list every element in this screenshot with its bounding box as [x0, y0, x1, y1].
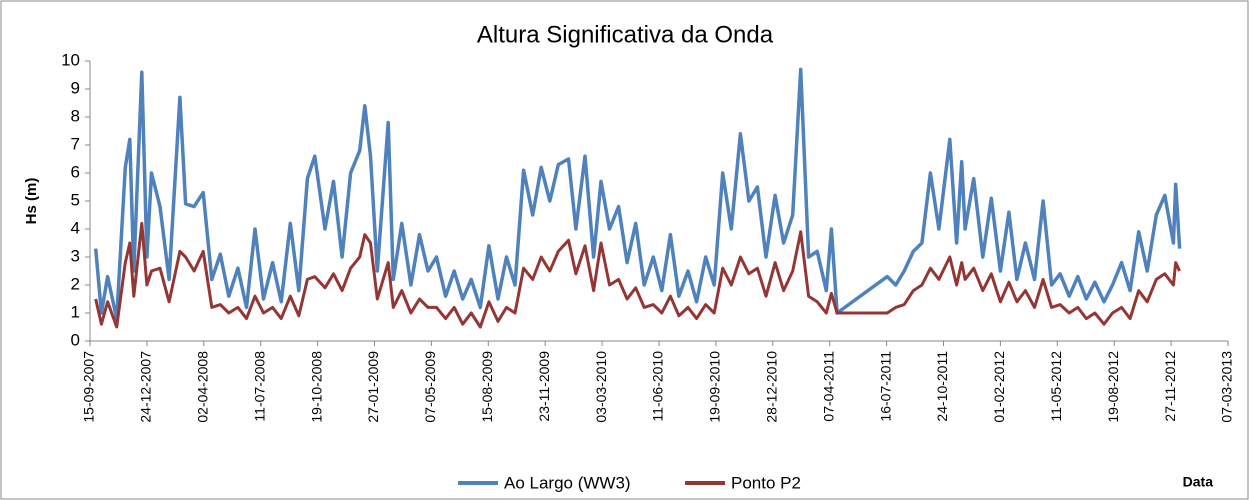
y-tick-label: 8 [71, 106, 80, 125]
x-tick-label: 03-03-2010 [593, 351, 609, 423]
x-tick-label: 28-12-2010 [764, 351, 780, 423]
y-tick-label: 10 [61, 50, 80, 69]
x-tick-label: 23-11-2009 [536, 351, 552, 422]
x-tick-label: 27-11-2012 [1162, 351, 1178, 422]
chart-title: Altura Significativa da Onda [477, 21, 774, 48]
y-tick-label: 4 [71, 218, 80, 237]
x-tick-label: 16-07-2011 [877, 351, 893, 422]
x-tick-label: 15-08-2009 [479, 351, 495, 423]
x-tick-label: 02-04-2008 [195, 351, 211, 423]
x-tick-label: 27-01-2009 [365, 351, 381, 423]
legend-label: Ponto P2 [731, 473, 801, 492]
x-tick-label: 15-09-2007 [81, 351, 97, 423]
x-tick-label: 24-12-2007 [138, 351, 154, 423]
legend-label: Ao Largo (WW3) [504, 473, 631, 492]
x-tick-label: 19-09-2010 [707, 351, 723, 423]
data-line [94, 221, 1181, 329]
x-tick-label: 19-10-2008 [308, 351, 324, 423]
x-tick-label: 07-04-2011 [820, 351, 836, 422]
y-tick-label: 5 [71, 190, 80, 209]
x-tick-label: 19-08-2012 [1105, 351, 1121, 423]
y-tick-label: 6 [71, 162, 80, 181]
x-tick-label: 07-05-2009 [422, 351, 438, 423]
y-tick-label: 7 [71, 134, 80, 153]
x-tick-label: 24-10-2011 [934, 351, 950, 422]
y-tick-label: 2 [71, 274, 80, 293]
y-tick-label: 1 [71, 302, 80, 321]
x-tick-label: 11-05-2012 [1048, 351, 1064, 422]
y-tick-label: 3 [71, 246, 80, 265]
data-line [93, 67, 1182, 321]
x-tick-label: 11-06-2010 [650, 351, 666, 422]
y-tick-label: 9 [71, 78, 80, 97]
x-tick-label: 07-03-2013 [1219, 351, 1235, 423]
x-tick-label: 11-07-2008 [251, 351, 267, 422]
x-axis-label: Data [1183, 474, 1214, 490]
y-tick-label: 0 [71, 330, 80, 349]
x-tick-label: 01-02-2012 [991, 351, 1007, 423]
y-axis-label: Hs (m) [23, 178, 40, 225]
